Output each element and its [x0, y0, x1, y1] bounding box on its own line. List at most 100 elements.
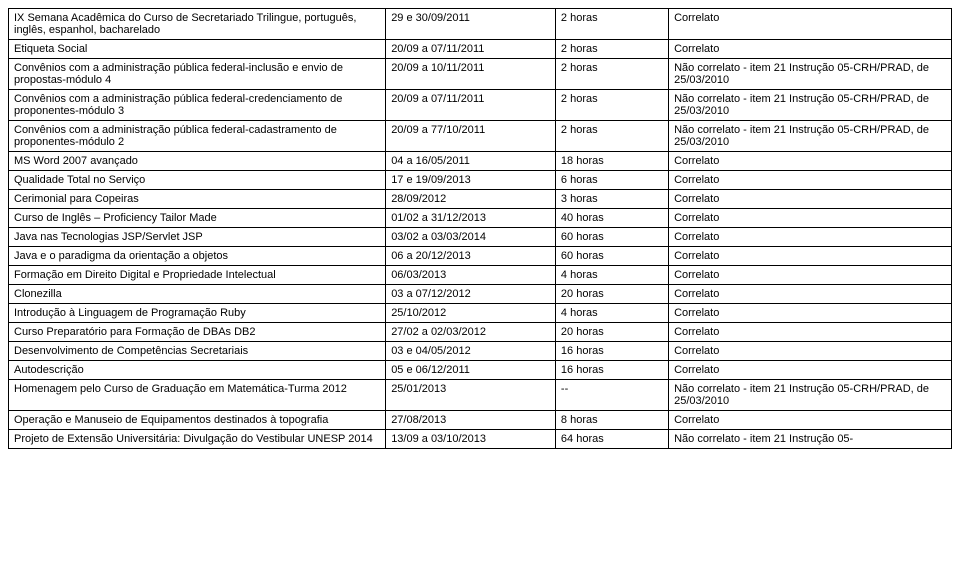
table-cell: IX Semana Acadêmica do Curso de Secretar…: [9, 9, 386, 40]
table-cell: 04 a 16/05/2011: [386, 152, 556, 171]
table-row: MS Word 2007 avançado04 a 16/05/201118 h…: [9, 152, 952, 171]
table-cell: Correlato: [669, 171, 952, 190]
table-cell: Convênios com a administração pública fe…: [9, 59, 386, 90]
table-cell: 17 e 19/09/2013: [386, 171, 556, 190]
table-cell: Correlato: [669, 152, 952, 171]
table-cell: 16 horas: [555, 361, 668, 380]
table-row: Introdução à Linguagem de Programação Ru…: [9, 304, 952, 323]
table-row: Homenagem pelo Curso de Graduação em Mat…: [9, 380, 952, 411]
table-cell: Projeto de Extensão Universitária: Divul…: [9, 430, 386, 449]
table-cell: Não correlato - item 21 Instrução 05-CRH…: [669, 59, 952, 90]
table-cell: 2 horas: [555, 40, 668, 59]
table-cell: Não correlato - item 21 Instrução 05-CRH…: [669, 90, 952, 121]
table-cell: Homenagem pelo Curso de Graduação em Mat…: [9, 380, 386, 411]
table-row: Convênios com a administração pública fe…: [9, 90, 952, 121]
table-cell: Curso de Inglês – Proficiency Tailor Mad…: [9, 209, 386, 228]
table-row: Clonezilla03 a 07/12/201220 horasCorrela…: [9, 285, 952, 304]
table-cell: 06 a 20/12/2013: [386, 247, 556, 266]
table-cell: Correlato: [669, 228, 952, 247]
table-row: Java nas Tecnologias JSP/Servlet JSP03/0…: [9, 228, 952, 247]
table-row: IX Semana Acadêmica do Curso de Secretar…: [9, 9, 952, 40]
table-cell: Correlato: [669, 266, 952, 285]
table-row: Projeto de Extensão Universitária: Divul…: [9, 430, 952, 449]
table-cell: 13/09 a 03/10/2013: [386, 430, 556, 449]
table-cell: Não correlato - item 21 Instrução 05-: [669, 430, 952, 449]
table-cell: 2 horas: [555, 59, 668, 90]
table-row: Desenvolvimento de Competências Secretar…: [9, 342, 952, 361]
table-cell: 25/01/2013: [386, 380, 556, 411]
table-cell: 2 horas: [555, 121, 668, 152]
table-cell: MS Word 2007 avançado: [9, 152, 386, 171]
table-cell: Correlato: [669, 9, 952, 40]
table-cell: 27/02 a 02/03/2012: [386, 323, 556, 342]
table-cell: 2 horas: [555, 90, 668, 121]
table-cell: 16 horas: [555, 342, 668, 361]
table-cell: 4 horas: [555, 266, 668, 285]
table-row: Operação e Manuseio de Equipamentos dest…: [9, 411, 952, 430]
table-row: Autodescrição05 e 06/12/201116 horasCorr…: [9, 361, 952, 380]
table-cell: Correlato: [669, 190, 952, 209]
table-cell: 05 e 06/12/2011: [386, 361, 556, 380]
table-cell: 64 horas: [555, 430, 668, 449]
table-cell: 3 horas: [555, 190, 668, 209]
table-cell: 20/09 a 07/11/2011: [386, 40, 556, 59]
table-cell: Correlato: [669, 361, 952, 380]
table-cell: 18 horas: [555, 152, 668, 171]
table-cell: Correlato: [669, 323, 952, 342]
table-cell: Convênios com a administração pública fe…: [9, 121, 386, 152]
table-cell: 01/02 a 31/12/2013: [386, 209, 556, 228]
table-cell: Correlato: [669, 342, 952, 361]
table-cell: 6 horas: [555, 171, 668, 190]
table-cell: 20 horas: [555, 285, 668, 304]
table-cell: 60 horas: [555, 247, 668, 266]
table-cell: 28/09/2012: [386, 190, 556, 209]
table-cell: Correlato: [669, 209, 952, 228]
table-cell: Correlato: [669, 247, 952, 266]
table-cell: Não correlato - item 21 Instrução 05-CRH…: [669, 380, 952, 411]
table-cell: Formação em Direito Digital e Propriedad…: [9, 266, 386, 285]
table-cell: Correlato: [669, 285, 952, 304]
table-cell: 25/10/2012: [386, 304, 556, 323]
table-cell: 06/03/2013: [386, 266, 556, 285]
table-row: Formação em Direito Digital e Propriedad…: [9, 266, 952, 285]
table-cell: 27/08/2013: [386, 411, 556, 430]
table-cell: Não correlato - item 21 Instrução 05-CRH…: [669, 121, 952, 152]
table-row: Cerimonial para Copeiras28/09/20123 hora…: [9, 190, 952, 209]
table-cell: Autodescrição: [9, 361, 386, 380]
table-cell: 03/02 a 03/03/2014: [386, 228, 556, 247]
table-cell: --: [555, 380, 668, 411]
table-cell: 20/09 a 07/11/2011: [386, 90, 556, 121]
courses-table: IX Semana Acadêmica do Curso de Secretar…: [8, 8, 952, 449]
table-cell: 4 horas: [555, 304, 668, 323]
table-cell: Curso Preparatório para Formação de DBAs…: [9, 323, 386, 342]
table-row: Convênios com a administração pública fe…: [9, 121, 952, 152]
table-cell: Cerimonial para Copeiras: [9, 190, 386, 209]
table-cell: 60 horas: [555, 228, 668, 247]
table-row: Curso Preparatório para Formação de DBAs…: [9, 323, 952, 342]
table-cell: 03 e 04/05/2012: [386, 342, 556, 361]
table-row: Etiqueta Social20/09 a 07/11/20112 horas…: [9, 40, 952, 59]
table-row: Java e o paradigma da orientação a objet…: [9, 247, 952, 266]
table-cell: Correlato: [669, 411, 952, 430]
table-cell: 20 horas: [555, 323, 668, 342]
table-cell: Convênios com a administração pública fe…: [9, 90, 386, 121]
table-cell: 40 horas: [555, 209, 668, 228]
table-cell: 29 e 30/09/2011: [386, 9, 556, 40]
table-cell: Etiqueta Social: [9, 40, 386, 59]
table-cell: 03 a 07/12/2012: [386, 285, 556, 304]
table-cell: Correlato: [669, 40, 952, 59]
table-cell: Introdução à Linguagem de Programação Ru…: [9, 304, 386, 323]
table-cell: 20/09 a 10/11/2011: [386, 59, 556, 90]
table-row: Curso de Inglês – Proficiency Tailor Mad…: [9, 209, 952, 228]
table-cell: Java nas Tecnologias JSP/Servlet JSP: [9, 228, 386, 247]
table-row: Qualidade Total no Serviço17 e 19/09/201…: [9, 171, 952, 190]
table-cell: 8 horas: [555, 411, 668, 430]
table-cell: Clonezilla: [9, 285, 386, 304]
table-cell: 20/09 a 77/10/2011: [386, 121, 556, 152]
table-cell: Operação e Manuseio de Equipamentos dest…: [9, 411, 386, 430]
table-cell: Java e o paradigma da orientação a objet…: [9, 247, 386, 266]
table-cell: 2 horas: [555, 9, 668, 40]
table-cell: Correlato: [669, 304, 952, 323]
table-cell: Desenvolvimento de Competências Secretar…: [9, 342, 386, 361]
table-cell: Qualidade Total no Serviço: [9, 171, 386, 190]
